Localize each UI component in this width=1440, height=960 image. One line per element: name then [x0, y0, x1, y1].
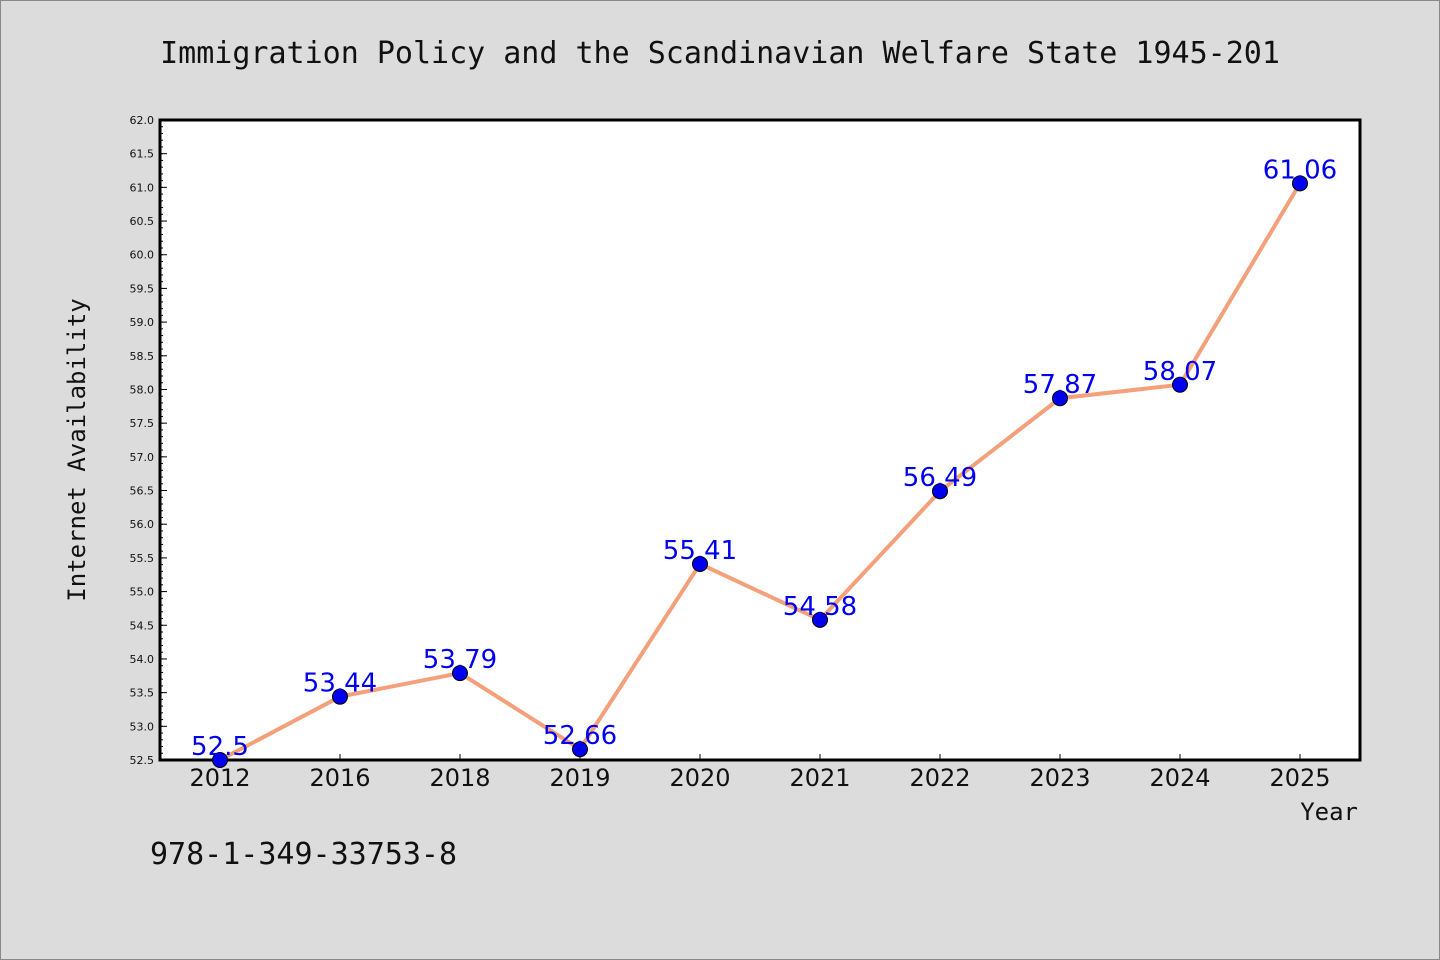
data-label: 55.41 [663, 536, 737, 566]
data-point [332, 688, 348, 705]
x-tick-label: 2025 [1269, 764, 1330, 792]
y-tick-label: 53.5 [130, 687, 155, 700]
y-tick-label: 59.0 [130, 316, 155, 329]
plot-area [158, 118, 1362, 762]
y-tick-label: 61.0 [130, 181, 155, 194]
x-tick-label: 2024 [1149, 764, 1210, 792]
data-point [812, 611, 828, 628]
x-tick-label: 2012 [189, 764, 250, 792]
y-tick-label: 54.5 [130, 619, 155, 632]
y-tick-label: 56.5 [130, 485, 155, 498]
data-point [692, 555, 708, 572]
y-tick-label: 61.5 [130, 148, 155, 161]
x-axis-label: Year [1300, 798, 1358, 826]
y-axis-label: Internet Availability [63, 298, 91, 601]
data-label: 53.79 [423, 645, 497, 675]
y-tick-label: 59.5 [130, 282, 155, 295]
y-tick-label: 57.5 [130, 417, 155, 430]
data-label: 52.5 [191, 732, 249, 762]
x-tick-label: 2022 [909, 764, 970, 792]
data-label: 61.06 [1263, 155, 1337, 185]
data-label: 52.66 [543, 721, 617, 751]
y-tick-label: 55.0 [130, 586, 155, 599]
data-point [1172, 376, 1188, 393]
y-axis: 52.5 53.0 53.5 54.0 54.5 55.0 55.5 56.0 56.5 57.0… [130, 114, 167, 767]
y-tick-label: 62.0 [130, 114, 155, 127]
x-tick-label: 2019 [549, 764, 610, 792]
x-tick-label: 2018 [429, 764, 490, 792]
y-tick-label: 57.0 [130, 451, 155, 464]
data-point [212, 752, 228, 768]
series-line [219, 182, 1302, 762]
data-point [1052, 390, 1068, 407]
y-tick-label: 58.0 [130, 383, 155, 396]
data-point [932, 483, 948, 500]
data-labels: 52.5 53.44 53.79 52.66 55.41 54.58 56.49 57.87 5… [191, 155, 1337, 762]
x-tick-label: 2021 [789, 764, 850, 792]
x-axis: 2012 2016 2018 2019 2020 2021 2022 2023 2024 2025 [189, 754, 1331, 792]
data-label: 54.58 [783, 592, 857, 622]
x-tick-label: 2016 [309, 764, 370, 792]
series-markers [212, 175, 1308, 768]
data-point [1292, 175, 1308, 192]
data-label: 58.07 [1143, 357, 1217, 387]
data-point [572, 741, 588, 758]
y-tick-label: 55.5 [130, 552, 155, 565]
data-label: 56.49 [903, 463, 977, 493]
data-point [452, 665, 468, 682]
chart-title: Immigration Policy and the Scandinavian … [160, 36, 1280, 71]
y-tick-label: 54.0 [130, 653, 155, 666]
data-label: 57.87 [1023, 370, 1097, 400]
x-tick-label: 2020 [669, 764, 730, 792]
y-tick-label: 56.0 [130, 518, 155, 531]
y-tick-label: 58.5 [130, 350, 155, 363]
y-tick-label: 60.0 [130, 249, 155, 262]
y-tick-label: 60.5 [130, 215, 155, 228]
footer-isbn: 978-1-349-33753-8 [150, 837, 457, 872]
x-tick-label: 2023 [1029, 764, 1090, 792]
data-label: 53.44 [303, 669, 377, 699]
y-tick-label: 52.5 [130, 754, 155, 767]
y-tick-label: 53.0 [130, 720, 155, 733]
